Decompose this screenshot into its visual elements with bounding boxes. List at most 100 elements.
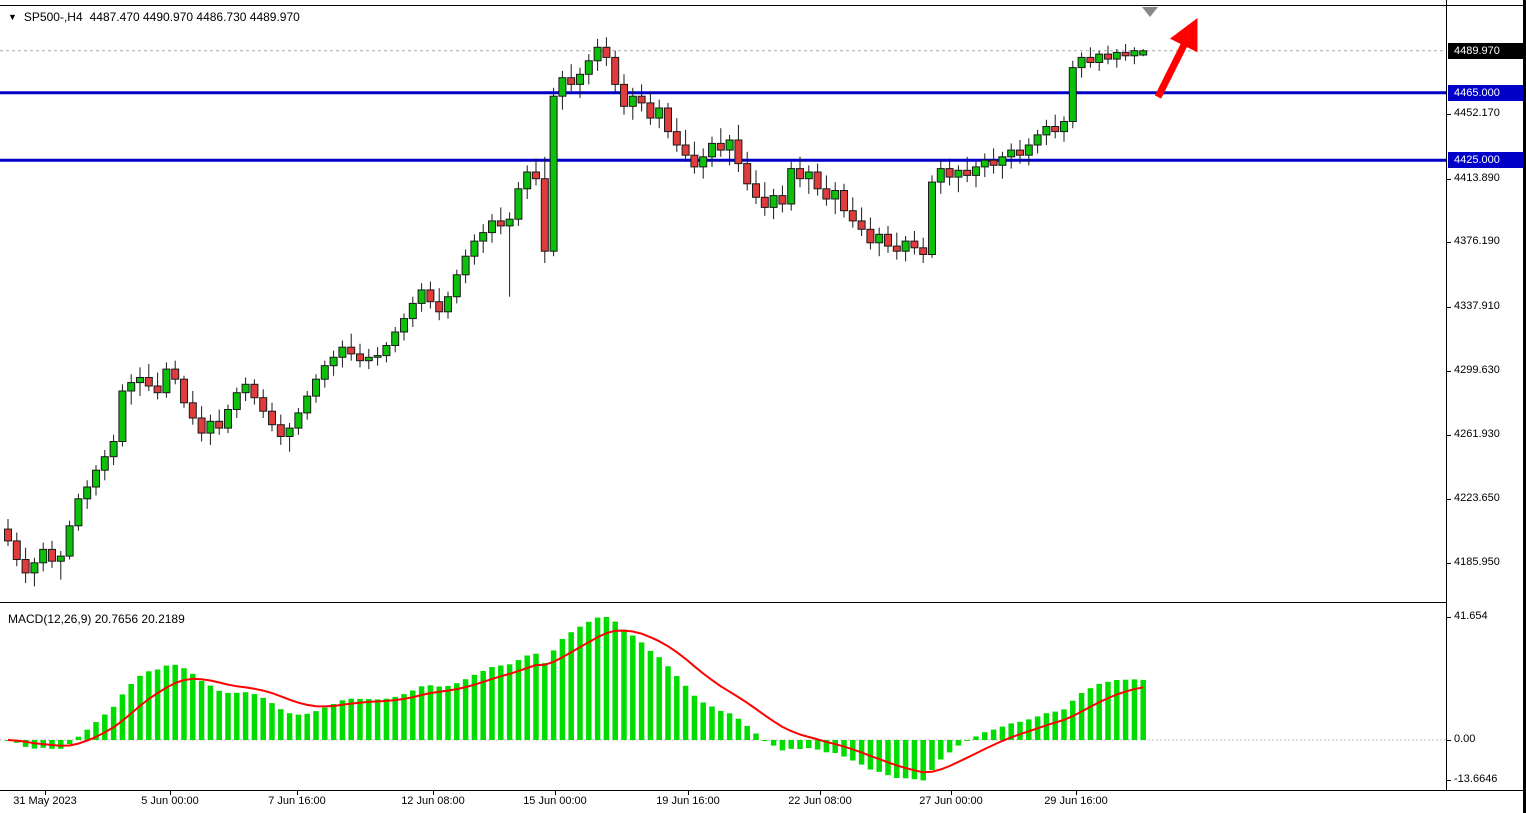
candle-body bbox=[276, 424, 285, 438]
candle-body bbox=[664, 107, 672, 133]
candle-body bbox=[787, 168, 796, 205]
macd-histogram-bar bbox=[1096, 683, 1102, 740]
price-chart-panel[interactable]: ▼ SP500-,H4 4487.470 4490.970 4486.730 4… bbox=[0, 0, 1446, 602]
macd-histogram-bar bbox=[128, 684, 134, 740]
macd-histogram-bar bbox=[744, 725, 750, 740]
macd-histogram-bar bbox=[867, 740, 874, 770]
macd-histogram-bar bbox=[234, 692, 240, 740]
trend-arrow-icon[interactable] bbox=[1154, 17, 1198, 99]
macd-histogram-bar bbox=[674, 676, 680, 740]
price-tick-label: 4337.910 bbox=[1454, 299, 1500, 312]
macd-histogram-bar bbox=[242, 692, 249, 740]
candle-body bbox=[549, 95, 558, 252]
candle-body bbox=[901, 240, 910, 252]
candle-body bbox=[92, 469, 100, 488]
time-axis-tick bbox=[297, 791, 298, 795]
candle-body bbox=[1016, 149, 1024, 156]
candle-body bbox=[373, 355, 382, 358]
macd-histogram-bar bbox=[973, 736, 979, 740]
macd-histogram-bar bbox=[823, 740, 830, 753]
macd-histogram-bar bbox=[1131, 679, 1138, 740]
candle-body bbox=[840, 190, 848, 212]
candle-body bbox=[400, 318, 408, 333]
symbol-dropdown-icon[interactable]: ▼ bbox=[8, 12, 17, 22]
macd-histogram-bar bbox=[154, 669, 161, 740]
candle-body bbox=[470, 240, 479, 257]
macd-histogram-bar bbox=[383, 698, 390, 740]
axis-divider bbox=[0, 790, 1523, 791]
candle-body bbox=[672, 131, 681, 146]
macd-histogram-bar bbox=[207, 685, 214, 740]
macd-histogram-bar bbox=[594, 617, 601, 740]
chart-shift-marker-icon[interactable] bbox=[1142, 7, 1158, 17]
macd-histogram-bar bbox=[1140, 679, 1146, 740]
macd-histogram-bar bbox=[718, 710, 724, 740]
time-axis[interactable]: 31 May 2023 5 Jun 00:00 7 Jun 16:00 12 Jun … bbox=[0, 791, 1523, 813]
candle-body bbox=[56, 555, 65, 562]
candle-body bbox=[268, 410, 276, 426]
macd-histogram-bar bbox=[999, 726, 1006, 740]
macd-histogram-bar bbox=[489, 667, 495, 740]
time-axis-tick bbox=[1076, 791, 1077, 795]
candle-body bbox=[1007, 149, 1016, 158]
macd-histogram-bar bbox=[902, 740, 909, 779]
time-axis-label: 22 Jun 08:00 bbox=[788, 795, 852, 807]
macd-histogram-bar bbox=[1122, 679, 1129, 740]
price-axis[interactable]: 4489.970 4465.000 4425.000 4452.170 4413.890… bbox=[1446, 0, 1523, 790]
candle-body bbox=[593, 46, 602, 62]
candle-body bbox=[39, 548, 48, 564]
macd-histogram-bar bbox=[1052, 711, 1058, 740]
macd-histogram-bar bbox=[621, 629, 627, 740]
candle-body bbox=[4, 528, 12, 542]
time-axis-label: 5 Jun 00:00 bbox=[141, 795, 199, 807]
chart-header: ▼ SP500-,H4 4487.470 4490.970 4486.730 4… bbox=[8, 10, 300, 24]
candle-body bbox=[259, 397, 268, 412]
macd-chart[interactable] bbox=[0, 603, 1446, 790]
candlestick-chart[interactable] bbox=[0, 0, 1446, 602]
candle-body bbox=[408, 302, 417, 320]
candle-body bbox=[1077, 56, 1086, 69]
price-axis-tick bbox=[1447, 306, 1451, 308]
macd-histogram-bar bbox=[550, 650, 557, 740]
candle-body bbox=[153, 385, 162, 394]
macd-histogram-bar bbox=[31, 740, 38, 749]
time-axis-label: 27 Jun 00:00 bbox=[919, 795, 983, 807]
macd-histogram-bar bbox=[920, 740, 926, 781]
candle-body bbox=[250, 383, 259, 399]
candle-body bbox=[303, 395, 312, 414]
price-axis-tick bbox=[1447, 114, 1451, 116]
candle-body bbox=[426, 289, 435, 303]
candle-body bbox=[822, 188, 831, 200]
macd-histogram-bar bbox=[524, 655, 530, 740]
candle-body bbox=[813, 171, 822, 190]
macd-histogram-bar bbox=[1026, 719, 1032, 740]
macd-histogram-bar bbox=[559, 639, 566, 740]
time-axis-label: 19 Jun 16:00 bbox=[656, 795, 720, 807]
macd-histogram-bar bbox=[1008, 723, 1014, 740]
candle-body bbox=[382, 345, 391, 357]
panel-divider[interactable] bbox=[0, 602, 1523, 603]
candle-body bbox=[567, 77, 576, 85]
macd-histogram-bar bbox=[480, 670, 486, 740]
price-tick-label: 4261.930 bbox=[1454, 427, 1500, 440]
macd-histogram-bar bbox=[410, 690, 416, 740]
macd-histogram-bar bbox=[22, 740, 29, 747]
time-axis-tick bbox=[170, 791, 171, 795]
candle-body bbox=[778, 195, 787, 205]
macd-histogram-bar bbox=[181, 668, 187, 740]
macd-histogram-bar bbox=[726, 713, 733, 740]
candle-body bbox=[532, 171, 540, 180]
macd-histogram-bar bbox=[286, 713, 293, 740]
macd-histogram-bar bbox=[102, 714, 108, 740]
macd-histogram-bar bbox=[339, 700, 346, 740]
candle-body bbox=[1024, 144, 1033, 156]
candle-body bbox=[136, 377, 144, 384]
candle-body bbox=[919, 247, 928, 256]
macd-histogram-bar bbox=[392, 696, 398, 740]
candle-body bbox=[972, 166, 980, 176]
macd-histogram-bar bbox=[330, 704, 337, 740]
candle-body bbox=[224, 409, 232, 429]
candle-body bbox=[329, 356, 338, 367]
macd-indicator-panel[interactable]: MACD(12,26,9) 20.7656 20.2189 bbox=[0, 603, 1446, 790]
macd-histogram-bar bbox=[770, 740, 777, 746]
